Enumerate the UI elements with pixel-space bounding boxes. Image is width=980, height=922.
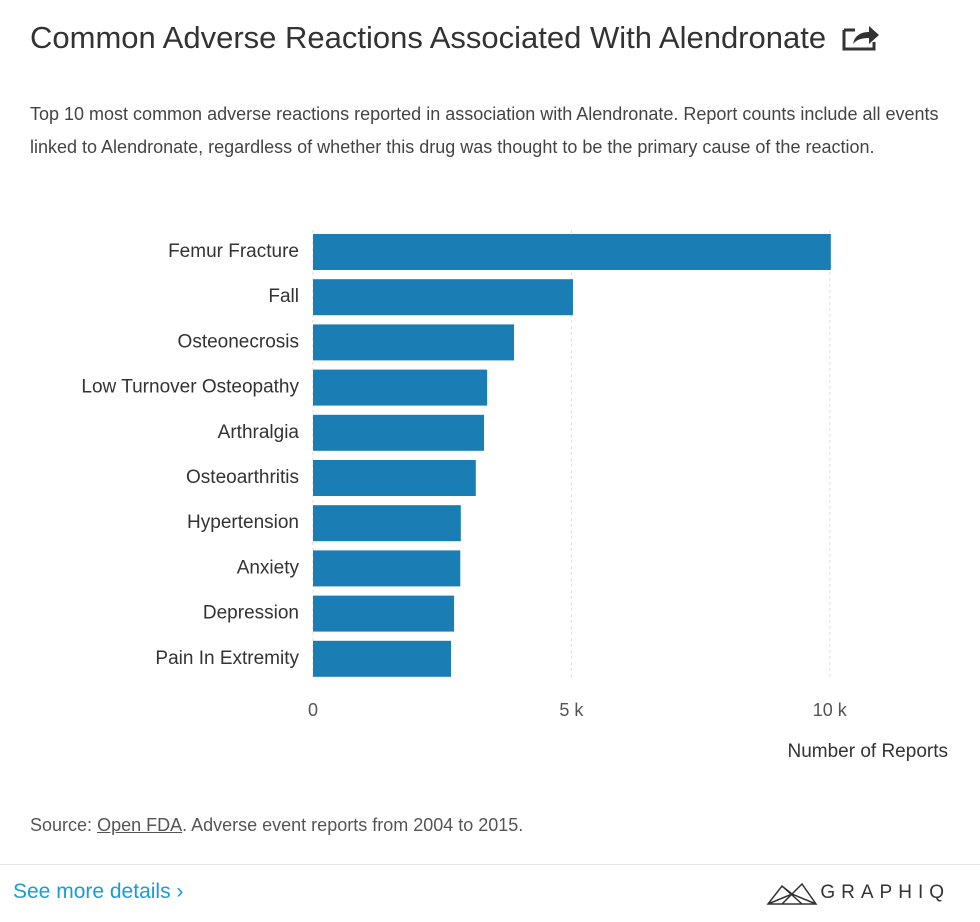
- y-tick-label: Osteoarthritis: [186, 467, 299, 488]
- bar: [313, 550, 461, 587]
- chart: 0 5 k 10 k Number of Reports Femur Fracture F…: [81, 230, 948, 762]
- bar: [313, 460, 476, 496]
- y-tick-label: Arthralgia: [218, 422, 300, 443]
- chart-subtitle: Top 10 most common adverse reactions rep…: [30, 104, 939, 157]
- y-tick-label: Osteonecrosis: [178, 331, 299, 352]
- title-text: Common Adverse Reactions Associated With…: [30, 20, 827, 55]
- bar: [313, 369, 488, 406]
- y-tick-label: Depression: [203, 603, 299, 624]
- brand-name: GRAPHIQ: [820, 882, 950, 903]
- divider: [0, 864, 980, 865]
- chart-title: Common Adverse Reactions Associated With…: [30, 20, 881, 56]
- source-prefix: Source:: [30, 815, 93, 835]
- y-tick-label: Anxiety: [237, 557, 300, 578]
- x-tick-label: 0: [308, 700, 318, 720]
- bar: [313, 595, 455, 632]
- source: Source: Open FDA. Adverse event reports …: [30, 815, 523, 836]
- x-axis-label: Number of Reports: [787, 741, 948, 762]
- y-tick-label: Low Turnover Osteopathy: [81, 377, 299, 398]
- details-link[interactable]: See more details ›: [13, 880, 184, 903]
- bar: [313, 279, 573, 316]
- bar: [313, 324, 515, 361]
- bar: [313, 234, 831, 270]
- source-suffix: . Adverse event reports from 2004 to 201…: [182, 815, 524, 835]
- x-tick-label: 5 k: [559, 700, 584, 720]
- share-icon[interactable]: [841, 22, 881, 52]
- y-tick-label: Hypertension: [187, 512, 299, 533]
- bar: [313, 414, 485, 451]
- bar: [313, 640, 451, 677]
- y-tick-label: Fall: [268, 286, 299, 307]
- x-tick-label: 10 k: [813, 700, 848, 720]
- bar: [313, 505, 461, 542]
- y-tick-label: Pain In Extremity: [155, 648, 299, 669]
- y-tick-label: Femur Fracture: [168, 241, 299, 262]
- brand-logo: [766, 882, 818, 905]
- source-link[interactable]: Open FDA: [97, 815, 183, 835]
